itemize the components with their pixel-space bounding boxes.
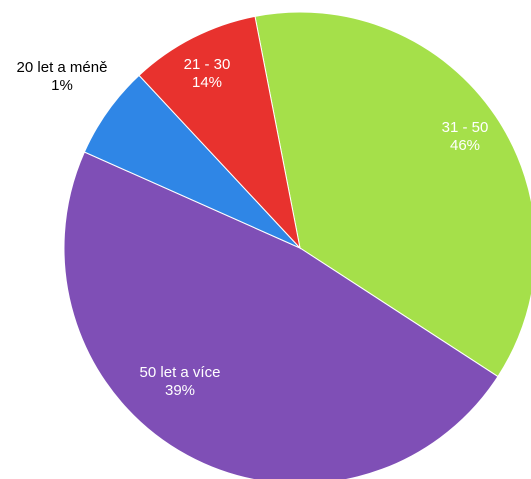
slice-value-31-50: 46% xyxy=(450,137,480,154)
slice-label-20-let-a-mene: 20 let a méně xyxy=(17,59,108,76)
pie-slices xyxy=(63,11,531,479)
slice-31-50 xyxy=(254,11,531,378)
slice-label-31-50: 31 - 50 xyxy=(442,119,489,136)
slice-label-50-let-a-vice: 50 let a více xyxy=(140,364,221,381)
slice-value-50-let-a-vice: 39% xyxy=(165,382,195,399)
slice-value-20-let-a-mene: 1% xyxy=(51,77,73,94)
slice-50-let-a-vice xyxy=(63,151,499,479)
slice-value-21-30: 14% xyxy=(192,74,222,91)
slice-21-30 xyxy=(138,15,301,250)
slice-label-21-30: 21 - 30 xyxy=(184,56,231,73)
